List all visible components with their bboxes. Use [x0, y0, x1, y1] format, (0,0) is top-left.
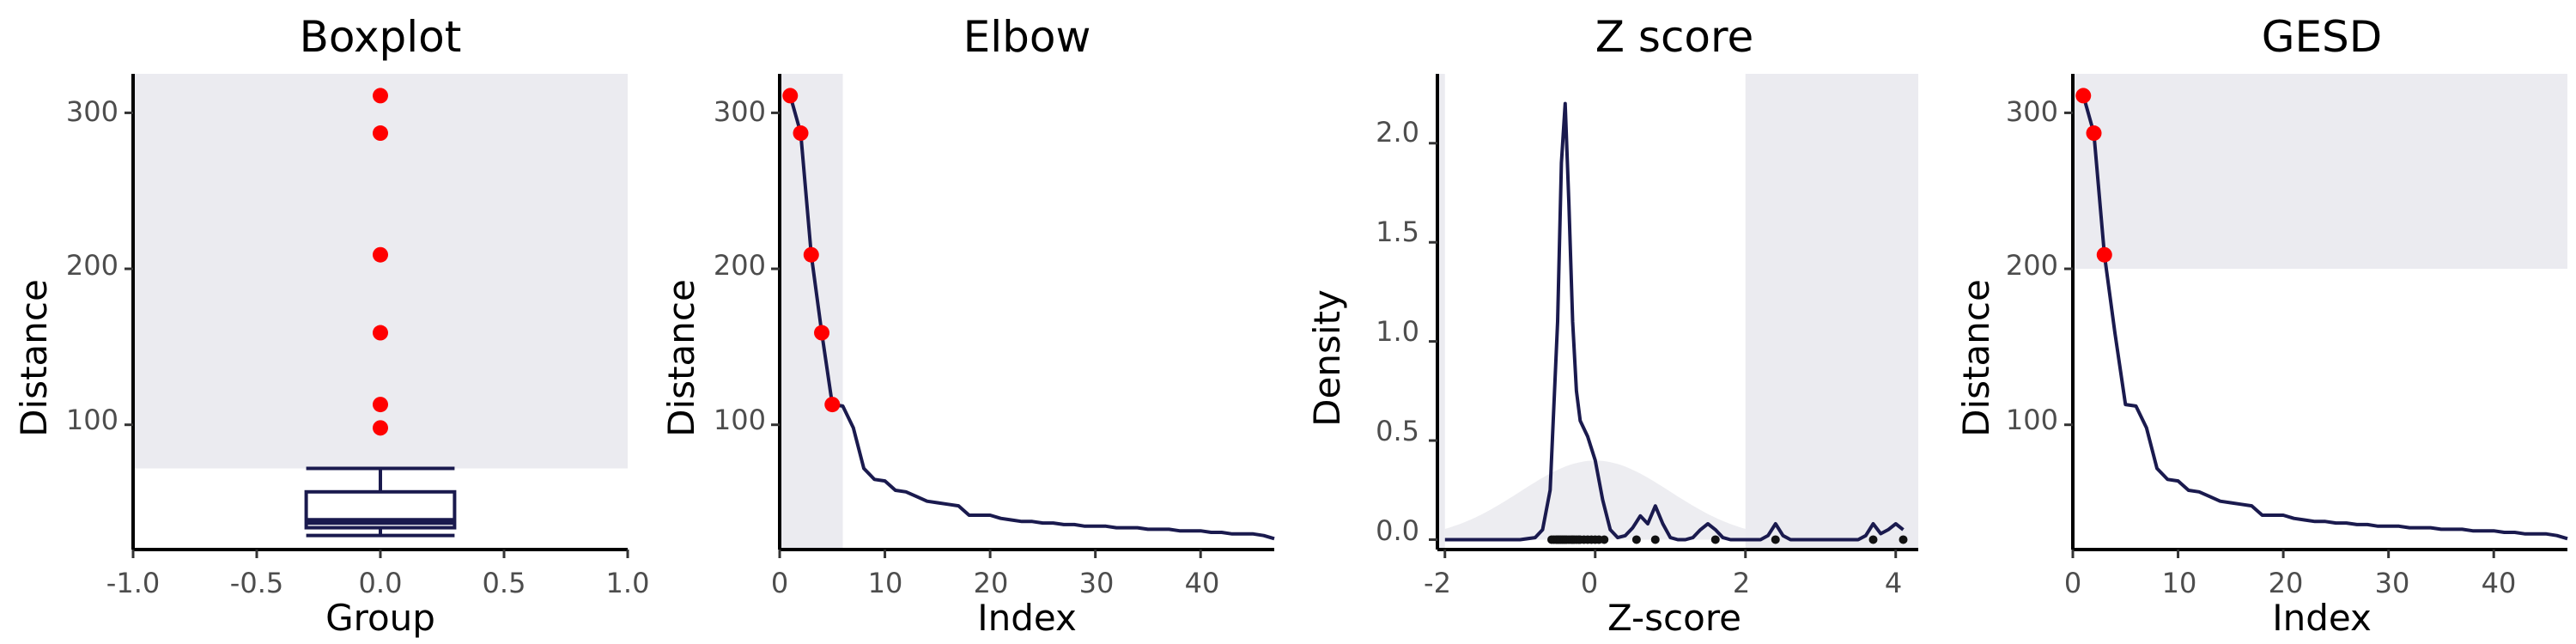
rug-point [1899, 535, 1908, 544]
x-tick-label: 1.0 [606, 567, 650, 599]
panel-title: Z score [1595, 12, 1754, 62]
x-tick-label: -0.5 [230, 567, 283, 599]
y-tick-label: 300 [66, 95, 118, 128]
outlier-point [2075, 88, 2092, 104]
outlier-point [373, 125, 388, 142]
outlier-point [373, 325, 388, 341]
x-axis-label: Z-score [1607, 597, 1741, 639]
x-tick-label: 2 [1733, 567, 1750, 599]
x-tick-label: 10 [2162, 567, 2197, 599]
x-tick-labels: -2 0 2 4 [1424, 567, 1902, 599]
outlier-point [814, 325, 830, 341]
plot-area [780, 74, 1275, 550]
outlier-region [1437, 74, 1445, 550]
outlier-point [2086, 125, 2102, 142]
panel-gesd: GESD Index Distance 0 10 20 30 40 100 20… [1955, 12, 2568, 639]
axes [1429, 74, 1918, 558]
x-tick-label: 40 [1185, 567, 1220, 599]
outlier-point [782, 88, 799, 104]
y-axis-label: Distance [13, 279, 55, 437]
outlier-region [2073, 74, 2567, 270]
axes [771, 74, 1274, 558]
y-tick-labels: 100 200 300 [714, 95, 766, 436]
box [304, 466, 457, 538]
panel-z-score: Z score Z-score Density -2 0 2 4 0.0 0.5… [1306, 12, 1918, 639]
x-tick-label: 0 [771, 567, 788, 599]
panel-boxplot: Boxplot Group Distance -1.0 -0.5 0.0 0.5… [13, 12, 649, 639]
rug-point [1650, 535, 1660, 544]
rug-point [1631, 535, 1641, 544]
x-tick-label: 0.0 [359, 567, 403, 599]
y-tick-label: 100 [714, 404, 766, 436]
x-tick-label: 20 [2269, 567, 2304, 599]
x-tick-labels: -1.0 -0.5 0.0 0.5 1.0 [106, 567, 650, 599]
plot-area [133, 74, 628, 538]
outlier-point [373, 420, 388, 436]
rug-point [1600, 535, 1609, 544]
y-tick-labels: 0.0 0.5 1.0 1.5 2.0 [1376, 116, 1419, 547]
x-axis-label: Index [977, 597, 1077, 639]
y-tick-label: 200 [66, 249, 118, 282]
panel-title: Boxplot [300, 12, 462, 62]
x-tick-label: -1.0 [106, 567, 160, 599]
y-tick-label: 300 [714, 95, 766, 128]
x-tick-labels: 0 10 20 30 40 [771, 567, 1220, 599]
distance-line [788, 94, 1275, 541]
y-tick-label: 100 [66, 404, 118, 436]
y-tick-label: 1.0 [1376, 315, 1419, 348]
outlier-point [373, 88, 388, 104]
y-tick-label: 200 [2006, 249, 2058, 282]
y-axis-label: Density [1306, 289, 1348, 427]
x-axis-label: Group [325, 597, 435, 639]
y-tick-label: 200 [714, 249, 766, 282]
y-tick-label: 100 [2006, 404, 2058, 436]
panel-title: GESD [2262, 12, 2383, 62]
y-tick-labels: 100 200 300 [66, 95, 118, 436]
y-tick-label: 1.5 [1376, 216, 1419, 248]
x-tick-label: 30 [2375, 567, 2410, 599]
x-tick-label: 0 [2064, 567, 2081, 599]
x-tick-label: 0 [1581, 567, 1598, 599]
axes [2064, 74, 2567, 558]
panel-elbow: Elbow Index Distance 0 10 20 30 40 100 2… [660, 12, 1275, 639]
x-tick-label: 20 [974, 567, 1009, 599]
normal-reference-curve [1444, 460, 1896, 540]
rug-point [1868, 535, 1878, 544]
x-tick-label: 40 [2482, 567, 2517, 599]
outlier-point [373, 397, 388, 413]
panel-title: Elbow [963, 12, 1091, 62]
y-tick-label: 0.0 [1376, 514, 1419, 547]
plot-area [2073, 74, 2568, 541]
x-tick-label: 0.5 [483, 567, 526, 599]
distance-line [2081, 94, 2568, 541]
axes [125, 74, 629, 558]
outlier-point [373, 246, 388, 263]
rug-point [1771, 535, 1780, 544]
rug-point [1710, 535, 1720, 544]
y-axis-label: Distance [1955, 279, 1997, 437]
y-tick-label: 300 [2006, 95, 2058, 128]
plot-area [1437, 74, 1918, 550]
x-axis-label: Index [2272, 597, 2372, 639]
outlier-region [1745, 74, 1918, 550]
outlier-point [793, 125, 809, 142]
outlier-point [2096, 246, 2112, 263]
y-tick-labels: 100 200 300 [2006, 95, 2058, 436]
x-tick-label: 30 [1079, 567, 1115, 599]
outlier-region [780, 74, 843, 550]
y-tick-label: 2.0 [1376, 116, 1419, 149]
x-tick-label: 10 [868, 567, 903, 599]
y-tick-label: 0.5 [1376, 415, 1419, 447]
x-tick-label: -2 [1424, 567, 1451, 599]
x-tick-labels: 0 10 20 30 40 [2064, 567, 2517, 599]
outlier-point [803, 246, 819, 263]
y-axis-label: Distance [660, 279, 702, 437]
x-tick-label: 4 [1885, 567, 1902, 599]
density-line [1444, 101, 1905, 542]
outlier-point [824, 397, 841, 413]
